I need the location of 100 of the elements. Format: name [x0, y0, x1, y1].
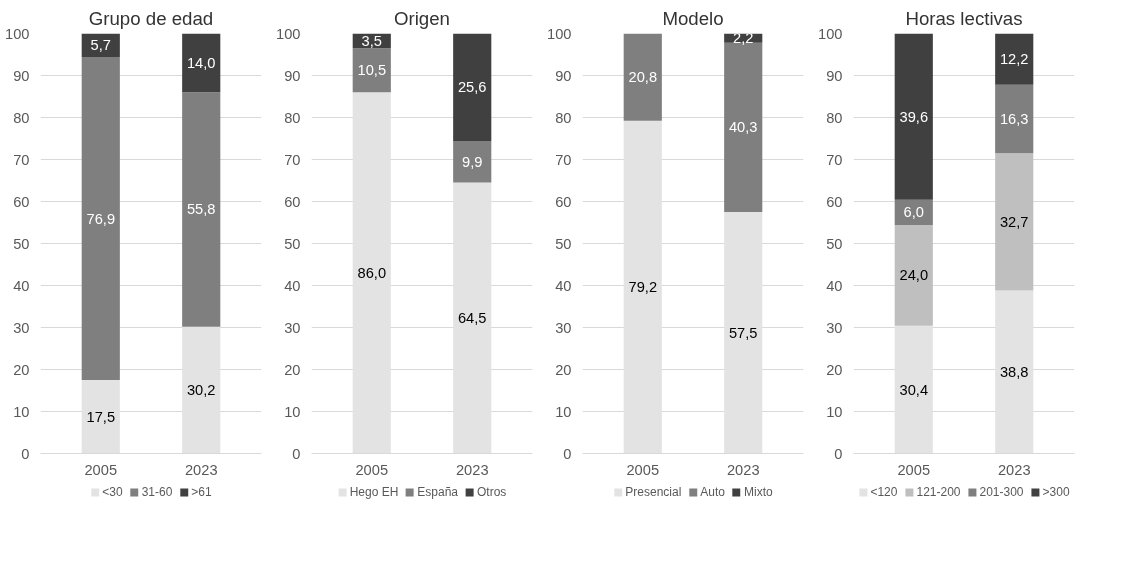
legend-label: Otros — [477, 485, 507, 499]
y-tick-label: 80 — [284, 109, 301, 126]
bar — [995, 153, 1034, 291]
legend-label: 31-60 — [141, 485, 173, 499]
y-tick-label: 90 — [826, 67, 843, 84]
y-tick-label: 10 — [826, 403, 843, 420]
data-label: 25,6 — [457, 79, 487, 96]
y-tick-label: 70 — [284, 151, 301, 168]
data-label: 16,3 — [999, 110, 1029, 127]
bar — [182, 92, 221, 327]
y-tick-label: 30 — [13, 319, 30, 336]
y-tick-label: 60 — [826, 193, 843, 210]
y-tick-label: 90 — [13, 67, 30, 84]
bar — [894, 33, 933, 200]
data-label: 12,2 — [999, 51, 1029, 68]
y-tick-label: 50 — [284, 235, 301, 252]
y-tick-label: 10 — [13, 403, 30, 420]
legend-label: 201-300 — [979, 485, 1024, 499]
data-label: 24,0 — [899, 267, 929, 284]
x-tick-label: 2005 — [897, 461, 931, 478]
y-tick-label: 20 — [826, 361, 843, 378]
chart-title: Horas lectivas — [905, 7, 1023, 29]
y-tick-label: 100 — [276, 25, 301, 42]
legend-label: 121-200 — [916, 485, 961, 499]
y-tick-label: 10 — [555, 403, 572, 420]
x-tick-label: 2023 — [455, 461, 489, 478]
y-tick-label: 100 — [5, 25, 30, 42]
bar — [995, 33, 1034, 85]
y-tick-label: 20 — [284, 361, 301, 378]
data-label: 86,0 — [357, 264, 387, 281]
x-tick-label: 2005 — [626, 461, 660, 478]
y-tick-label: 40 — [284, 277, 301, 294]
bar — [995, 84, 1034, 154]
y-tick-label: 60 — [555, 193, 572, 210]
y-tick-label: 40 — [13, 277, 30, 294]
bar — [453, 141, 492, 183]
data-label: 32,7 — [999, 213, 1029, 230]
x-tick-label: 2023 — [997, 461, 1031, 478]
data-label: 64,5 — [457, 310, 487, 327]
legend-label: Hego EH — [349, 485, 399, 499]
bar — [81, 57, 120, 380]
y-tick-label: 70 — [555, 151, 572, 168]
data-label: 76,9 — [86, 210, 116, 227]
y-tick-label: 20 — [555, 361, 572, 378]
y-tick-label: 0 — [21, 445, 30, 462]
y-tick-label: 60 — [284, 193, 301, 210]
y-tick-label: 0 — [834, 445, 843, 462]
y-tick-label: 50 — [555, 235, 572, 252]
y-tick-label: 0 — [563, 445, 572, 462]
y-tick-label: 70 — [826, 151, 843, 168]
data-label: 30,2 — [186, 382, 216, 399]
chart-title: Modelo — [662, 7, 724, 29]
y-tick-label: 100 — [818, 25, 843, 42]
legend-label: Mixto — [744, 485, 773, 499]
bar — [352, 48, 391, 93]
data-label: 5,7 — [90, 37, 111, 54]
y-tick-label: 20 — [13, 361, 30, 378]
data-label: 17,5 — [86, 408, 116, 425]
y-tick-label: 70 — [13, 151, 30, 168]
y-tick-label: 80 — [13, 109, 30, 126]
y-tick-label: 80 — [555, 109, 572, 126]
y-tick-label: 90 — [284, 67, 301, 84]
data-label: 40,3 — [728, 119, 758, 136]
data-label: 39,6 — [899, 108, 929, 125]
chart-title: Grupo de edad — [88, 7, 214, 29]
data-label: 3,5 — [361, 32, 382, 49]
y-tick-label: 40 — [826, 277, 843, 294]
x-tick-label: 2005 — [355, 461, 389, 478]
y-tick-label: 0 — [292, 445, 301, 462]
bar — [894, 225, 933, 326]
x-tick-label: 2023 — [184, 461, 218, 478]
data-label: 55,8 — [186, 201, 216, 218]
legend-label: >300 — [1042, 485, 1070, 499]
y-tick-label: 30 — [555, 319, 572, 336]
y-tick-label: 50 — [826, 235, 843, 252]
data-label: 14,0 — [186, 54, 216, 71]
bar — [623, 33, 662, 121]
data-label: 79,2 — [628, 279, 658, 296]
legend-label: <30 — [102, 485, 123, 499]
x-tick-label: 2005 — [84, 461, 118, 478]
y-tick-label: 30 — [284, 319, 301, 336]
legend-label: Presencial — [625, 485, 682, 499]
data-label: 38,8 — [999, 364, 1029, 381]
data-label: 10,5 — [357, 62, 387, 79]
y-tick-label: 90 — [555, 67, 572, 84]
bar — [453, 33, 492, 142]
y-tick-label: 50 — [13, 235, 30, 252]
data-label: 20,8 — [628, 69, 658, 86]
y-tick-label: 40 — [555, 277, 572, 294]
y-tick-label: 30 — [826, 319, 843, 336]
y-tick-label: 60 — [13, 193, 30, 210]
bar — [182, 33, 221, 93]
y-tick-label: 80 — [826, 109, 843, 126]
data-label: 30,4 — [899, 381, 929, 398]
y-tick-label: 10 — [284, 403, 301, 420]
x-tick-label: 2023 — [726, 461, 760, 478]
y-tick-label: 100 — [547, 25, 572, 42]
data-label: 6,0 — [903, 204, 924, 221]
data-label: 9,9 — [462, 153, 483, 170]
legend-label: Auto — [700, 485, 726, 499]
